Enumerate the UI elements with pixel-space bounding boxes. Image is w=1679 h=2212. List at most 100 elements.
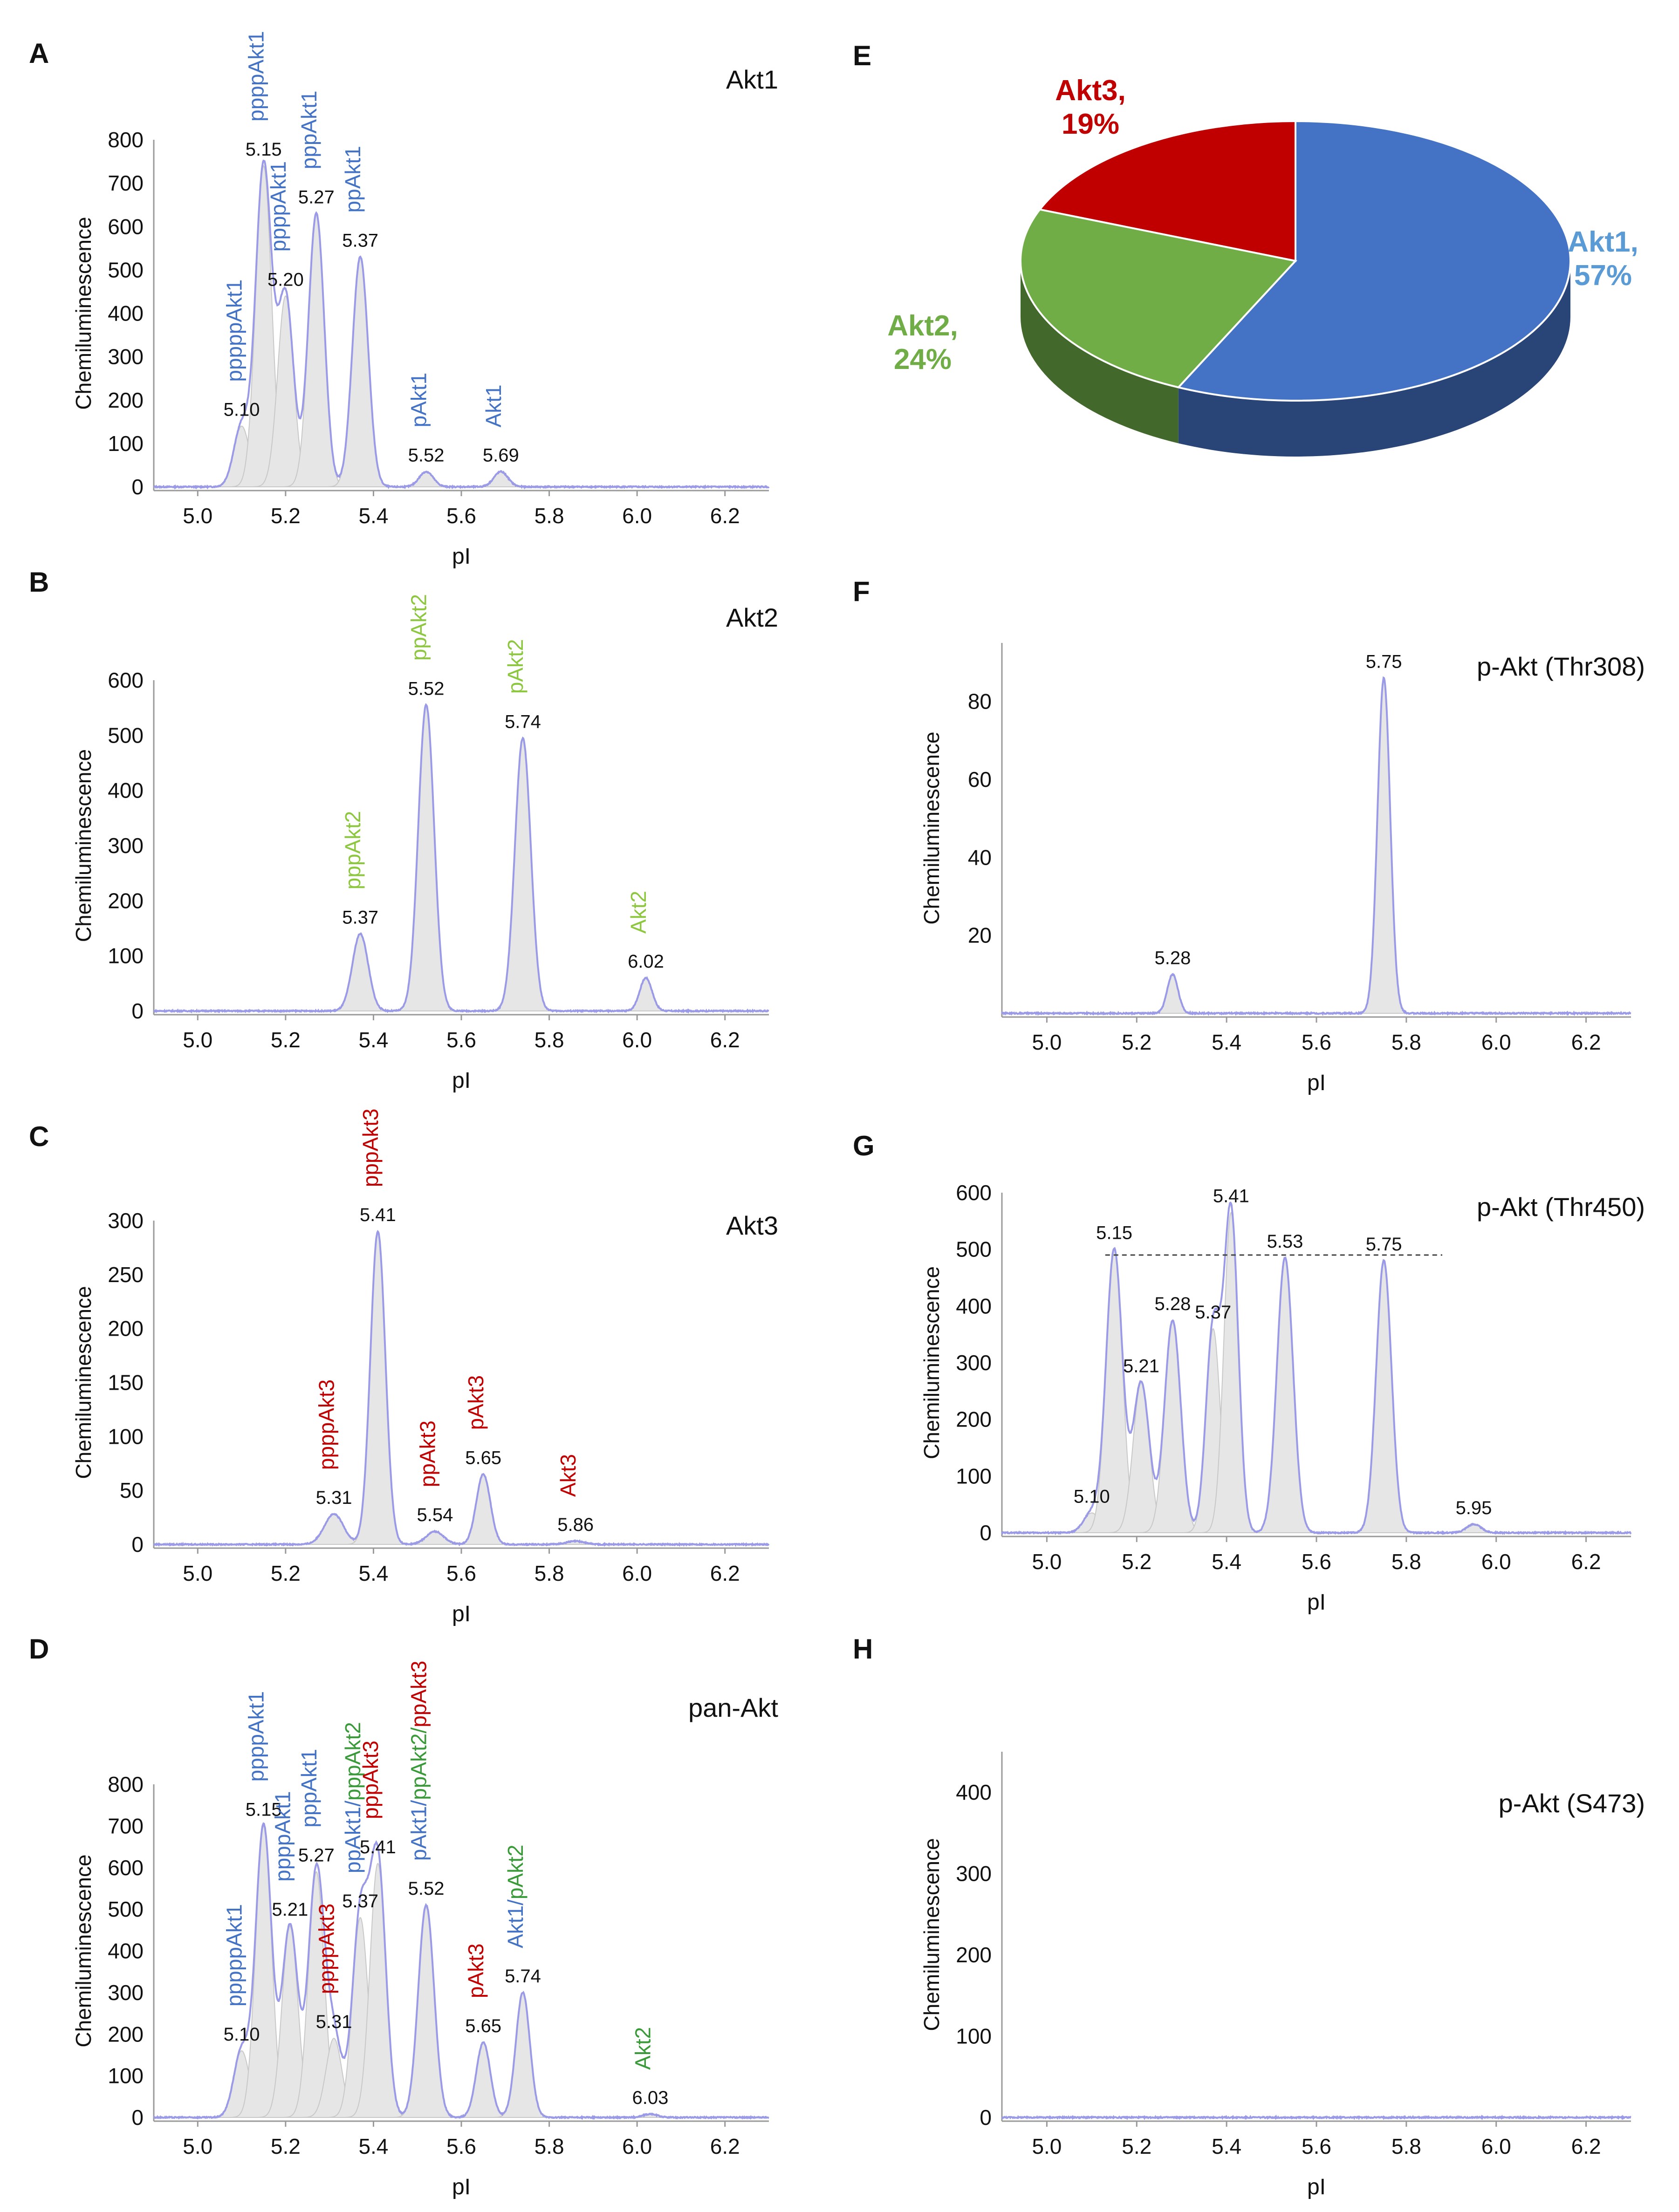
chem-trace xyxy=(1001,676,1631,1016)
y-tick-label: 500 xyxy=(108,723,144,747)
species-part: ppAkt1/ xyxy=(341,1801,365,1873)
x-tick-label: 6.2 xyxy=(710,1561,740,1585)
peak-pi-label: 5.69 xyxy=(483,445,519,465)
y-tick-label: 400 xyxy=(108,301,144,326)
panel-b: B Akt2 5.0 5.2 5.4 5.6 5.8 6.0 6.2 0 100 200 300 400 5… xyxy=(29,567,778,1093)
x-tick-label: 5.8 xyxy=(1391,1030,1421,1054)
y-axis-label: Chemiluminescence xyxy=(919,1838,944,2031)
y-tick-label: 700 xyxy=(108,171,144,195)
peak-pi-label: 5.86 xyxy=(557,1515,594,1535)
peak-pi-label: 5.28 xyxy=(1154,1294,1191,1314)
y-tick-label: 200 xyxy=(108,888,144,913)
chart-title: p-Akt (Thr308) xyxy=(1477,652,1645,681)
y-tick-label: 600 xyxy=(108,668,144,692)
panel-h: Hp-Akt (S473) 5.0 5.2 5.4 5.6 5.8 6.0 6.2 0 100 20… xyxy=(853,1633,1645,2199)
panel-letter: C xyxy=(29,1121,49,1152)
x-tick-label: 5.8 xyxy=(1391,2134,1421,2158)
peak-pi-label: 5.37 xyxy=(342,907,378,928)
peak-pi-label: 5.41 xyxy=(360,1205,396,1225)
peak-pi-label: 5.54 xyxy=(417,1505,453,1525)
chart-title: Akt1 xyxy=(726,65,778,94)
y-tick-label: 200 xyxy=(108,1317,144,1341)
peak-fill xyxy=(621,977,671,1011)
y-tick-label: 300 xyxy=(108,345,144,369)
x-tick-label: 5.2 xyxy=(271,504,301,528)
peak-pi-label: 6.02 xyxy=(628,951,664,972)
x-tick-label: 5.0 xyxy=(183,504,212,528)
y-tick-label: 40 xyxy=(968,845,992,869)
pie-label-name: Akt2, xyxy=(887,310,958,342)
chem-trace xyxy=(153,703,769,1014)
peak-pi-label: 5.31 xyxy=(316,2012,352,2032)
peak-pi-label: 5.74 xyxy=(505,711,541,732)
peak-pi-label: 5.37 xyxy=(1195,1302,1231,1323)
x-tick-label: 5.8 xyxy=(535,1028,564,1052)
x-tick-label: 5.2 xyxy=(271,2134,301,2158)
y-tick-label: 0 xyxy=(980,2105,992,2130)
peak-species-label: ppAkt3 xyxy=(415,1420,439,1487)
peak-pi-label: 5.41 xyxy=(360,1837,396,1857)
peak-species-label: pppppAkt1 xyxy=(222,280,247,382)
x-axis-label: pI xyxy=(1307,1590,1326,1615)
y-tick-label: 20 xyxy=(968,923,992,948)
y-tick-label: 300 xyxy=(956,1351,992,1375)
chart-title: pan-Akt xyxy=(688,1693,778,1722)
x-tick-label: 5.6 xyxy=(446,1028,476,1052)
x-tick-label: 5.4 xyxy=(358,504,388,528)
peak-pi-label: 5.28 xyxy=(1154,948,1191,968)
x-tick-label: 6.0 xyxy=(1481,2134,1511,2158)
peak-species-label: Akt3 xyxy=(556,1454,580,1497)
x-tick-label: 5.0 xyxy=(1032,1030,1062,1054)
peak-fill xyxy=(1252,1257,1318,1533)
chem-trace xyxy=(1001,2114,1631,2120)
pie-slice-akt1 xyxy=(1176,120,1571,402)
peak-fill xyxy=(394,1904,459,2118)
peak-species-label: ppppAkt1 xyxy=(244,1691,268,1782)
peak-pi-label: 5.15 xyxy=(246,1799,282,1820)
peak-fill xyxy=(328,933,393,1011)
panel-a: A Akt1 5.0 5.2 5.4 5.6 5.8 6.0 6.2 0 100 200 300 400 5… xyxy=(29,31,778,569)
peak-pi-label: 5.10 xyxy=(224,2024,260,2045)
y-tick-label: 100 xyxy=(956,2024,992,2048)
y-axis-label: Chemiluminescence xyxy=(71,749,96,942)
peak-pi-label: 5.95 xyxy=(1456,1498,1492,1518)
peak-pi-label: 5.65 xyxy=(465,1447,501,1468)
x-tick-label: 5.2 xyxy=(1122,2134,1151,2158)
y-tick-label: 100 xyxy=(108,1424,144,1448)
peak-species-label: ppppAkt3 xyxy=(315,1379,339,1470)
y-tick-label: 200 xyxy=(108,388,144,412)
peak-pi-label: 5.65 xyxy=(465,2016,501,2036)
x-tick-label: 5.0 xyxy=(183,2134,212,2158)
pie-label-percent: 57% xyxy=(1574,259,1632,292)
x-axis-label: pI xyxy=(452,1602,471,1626)
peak-fill xyxy=(1151,974,1194,1014)
x-tick-label: 5.2 xyxy=(1122,1550,1151,1574)
x-tick-label: 5.0 xyxy=(1032,1550,1062,1574)
peak-species-label: pppAkt1 xyxy=(297,91,321,170)
species-part: Akt1/ xyxy=(503,1899,528,1948)
y-tick-label: 300 xyxy=(108,1208,144,1233)
y-tick-label: 0 xyxy=(131,999,144,1023)
peak-species-label: Akt1/pAkt2 xyxy=(503,1844,528,1948)
y-tick-label: 400 xyxy=(956,1780,992,1804)
peak-pi-label: 5.15 xyxy=(246,139,282,160)
peak-species-label: pAkt1/ppAkt2/ppAkt3 xyxy=(407,1661,431,1861)
peak-pi-label: 5.37 xyxy=(342,1891,378,1912)
pie-label-percent: 24% xyxy=(894,343,952,375)
y-axis-label: Chemiluminescence xyxy=(919,731,944,924)
peak-fill xyxy=(454,2042,512,2118)
peak-fill xyxy=(494,1992,552,2118)
y-tick-label: 800 xyxy=(108,1772,144,1796)
y-tick-label: 700 xyxy=(108,1814,144,1838)
peak-species-label: pppAkt2 xyxy=(341,811,365,890)
x-tick-label: 5.8 xyxy=(535,504,564,528)
panel-c: C Akt3 5.0 5.2 5.4 5.6 5.8 6.0 6.2 0 50 100 150 200 25… xyxy=(29,1108,778,1626)
x-tick-label: 5.6 xyxy=(1302,1030,1331,1054)
peak-pi-label: 5.27 xyxy=(298,187,335,207)
x-tick-label: 5.4 xyxy=(1212,1550,1241,1574)
panel-letter: H xyxy=(853,1633,873,1665)
x-tick-label: 6.0 xyxy=(1481,1030,1511,1054)
chart-title: Akt2 xyxy=(726,603,778,632)
chem-trace xyxy=(153,1822,769,2120)
